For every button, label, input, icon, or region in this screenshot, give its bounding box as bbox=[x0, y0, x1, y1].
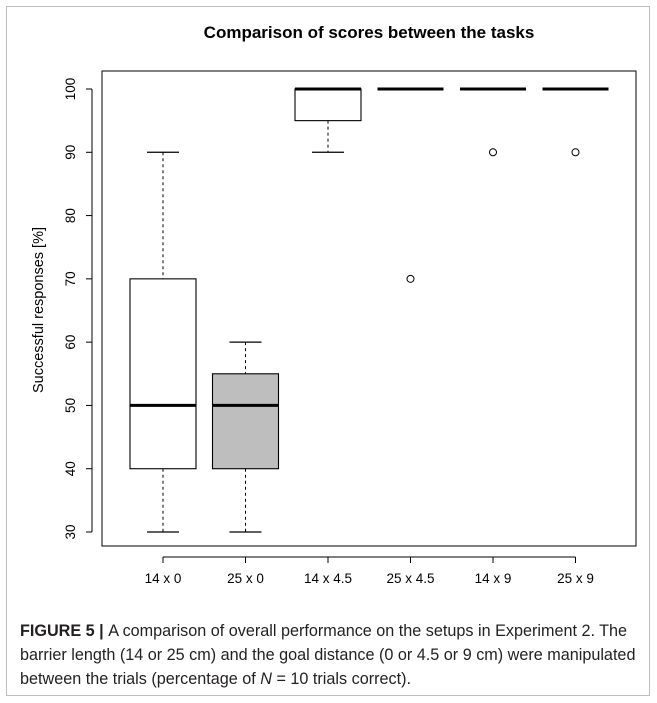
y-tick-label-100: 100 bbox=[63, 78, 78, 101]
x-axis: 14 x 0 25 x 0 14 x 4.5 25 x 4.5 14 x 9 25 x 9 bbox=[145, 556, 594, 586]
figure-frame bbox=[6, 6, 650, 696]
box-2 bbox=[294, 87, 362, 153]
outlier-4-0 bbox=[489, 148, 497, 157]
box-5 bbox=[542, 87, 609, 157]
box-4 bbox=[460, 87, 526, 157]
x-tick-label-1: 25 x 0 bbox=[227, 571, 264, 586]
y-axis: 30 40 50 60 70 80 90 100 bbox=[63, 78, 93, 540]
caption-label: FIGURE 5 bbox=[20, 622, 95, 640]
box-1 bbox=[211, 341, 280, 533]
box-0 bbox=[129, 151, 197, 533]
y-tick-label-60: 60 bbox=[63, 335, 78, 350]
y-tick-label-80: 80 bbox=[63, 208, 78, 223]
y-axis-label: Successful responses [%] bbox=[31, 227, 47, 393]
box-rect-2 bbox=[294, 88, 362, 122]
x-tick-label-4: 14 x 9 bbox=[475, 571, 512, 586]
caption-text-part2: = 10 trials correct). bbox=[271, 670, 411, 688]
caption-separator: | bbox=[94, 622, 109, 640]
x-tick-label-5: 25 x 9 bbox=[557, 571, 594, 586]
outlier-5-0 bbox=[571, 148, 580, 157]
y-tick-label-70: 70 bbox=[63, 271, 78, 286]
boxes-group bbox=[129, 87, 609, 533]
plot-area-border bbox=[101, 70, 637, 547]
box-3 bbox=[377, 87, 444, 283]
y-tick-label-90: 90 bbox=[63, 145, 78, 160]
y-tick-label-30: 30 bbox=[63, 524, 78, 539]
caption-text-part1: A comparison of overall performance on t… bbox=[20, 622, 636, 688]
y-tick-label-40: 40 bbox=[63, 461, 78, 476]
x-tick-label-3: 25 x 4.5 bbox=[386, 571, 434, 586]
x-tick-label-0: 14 x 0 bbox=[145, 571, 182, 586]
caption-italic-var: N bbox=[260, 670, 272, 688]
chart-title: Comparison of scores between the tasks bbox=[204, 23, 535, 42]
box-plot-chart: Comparison of scores between the tasks S… bbox=[31, 23, 637, 586]
y-tick-label-50: 50 bbox=[63, 398, 78, 413]
box-rect-1 bbox=[211, 373, 280, 470]
box-rect-0 bbox=[129, 278, 197, 470]
outlier-3-0 bbox=[406, 274, 415, 283]
x-tick-label-2: 14 x 4.5 bbox=[304, 571, 352, 586]
figure-caption: FIGURE 5 | A comparison of overall perfo… bbox=[20, 619, 645, 691]
